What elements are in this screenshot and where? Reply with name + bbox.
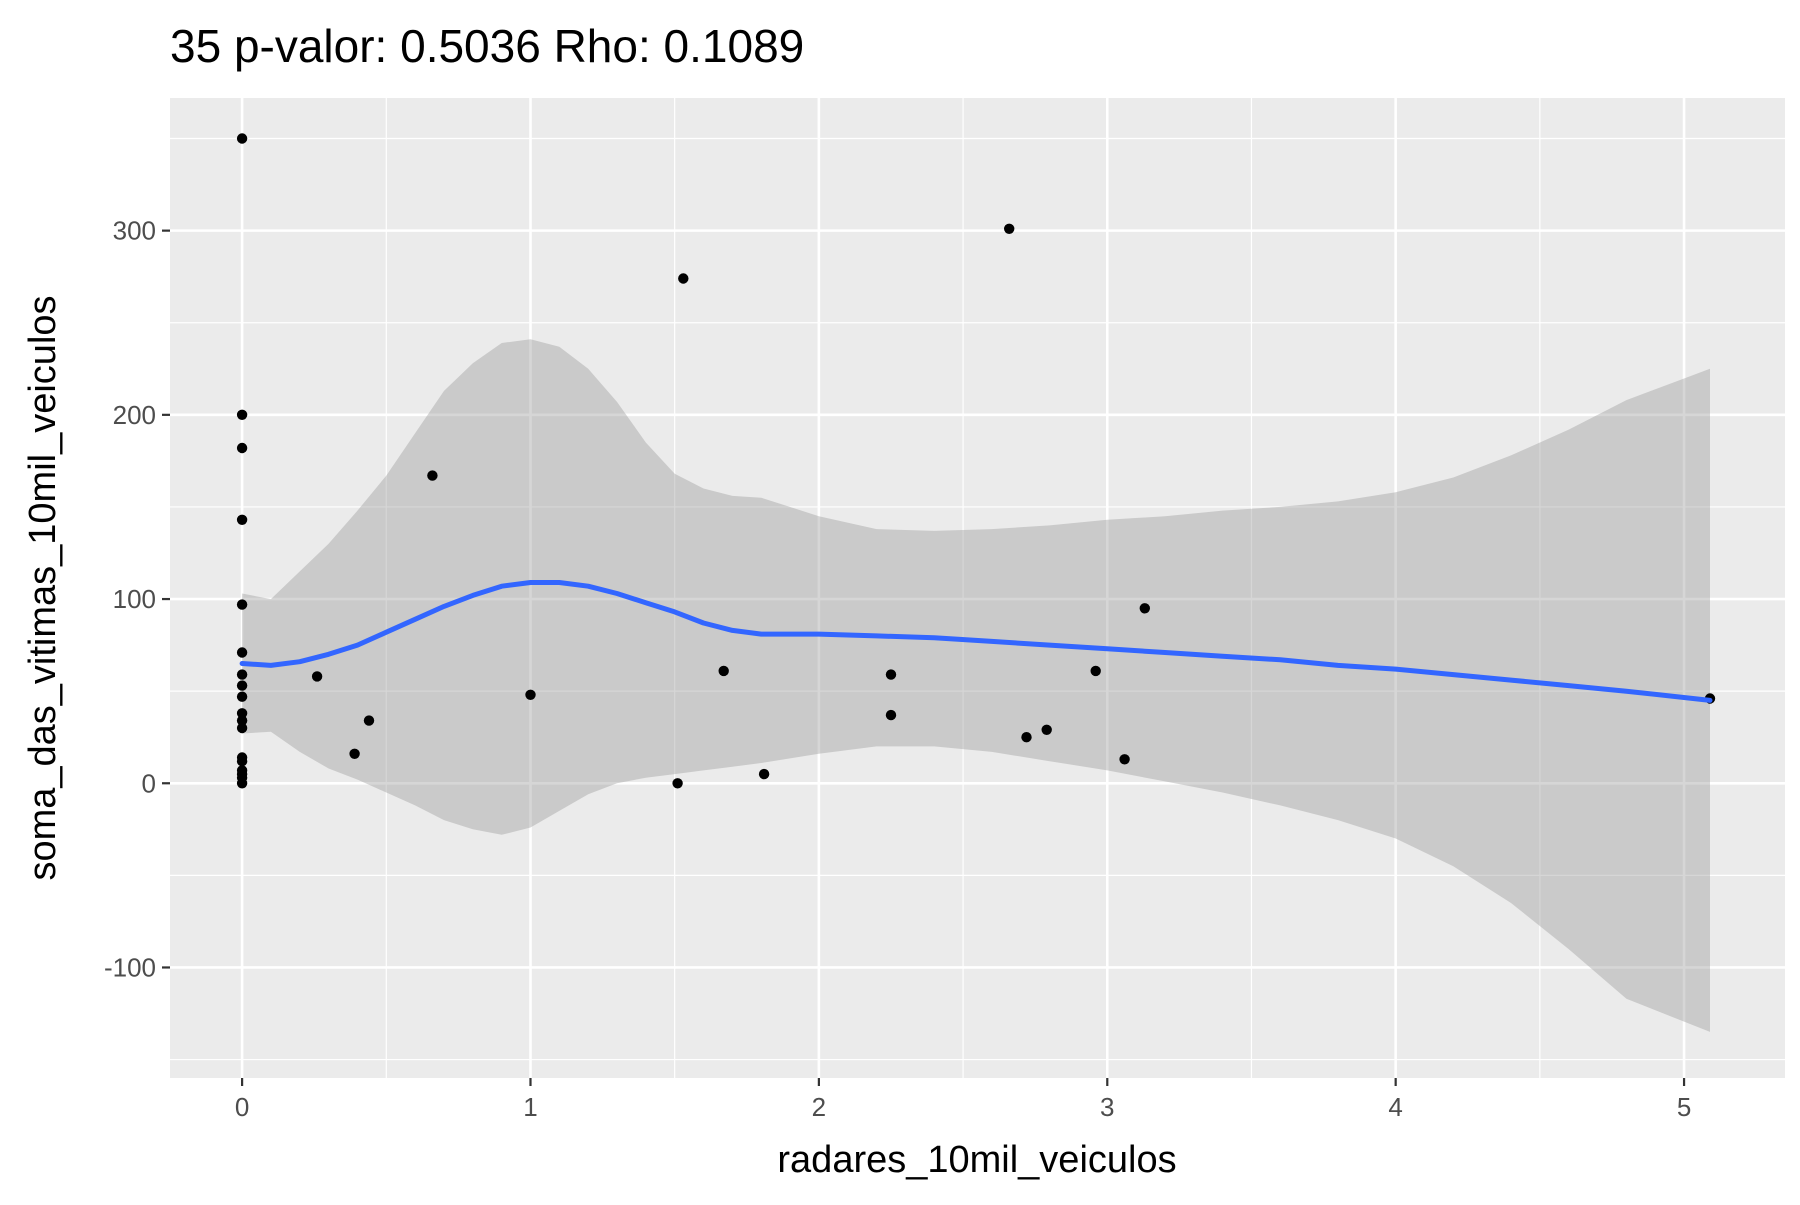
data-point bbox=[236, 691, 248, 702]
x-tick-label: 3 bbox=[1100, 1092, 1114, 1122]
data-point bbox=[1119, 754, 1130, 765]
data-point bbox=[236, 514, 248, 525]
data-point bbox=[885, 669, 897, 680]
data-point bbox=[363, 715, 375, 726]
x-axis-title: radares_10mil_veiculos bbox=[777, 1139, 1176, 1181]
y-tick-label: 100 bbox=[113, 584, 156, 614]
data-point bbox=[236, 599, 248, 610]
data-point bbox=[427, 470, 438, 481]
minor-gridlines bbox=[170, 98, 1785, 1078]
data-point bbox=[311, 671, 323, 682]
data-point bbox=[236, 715, 248, 726]
data-points bbox=[236, 133, 1716, 789]
data-point bbox=[236, 680, 248, 691]
smooth-line bbox=[239, 580, 1713, 703]
x-tick-label: 0 bbox=[235, 1092, 249, 1122]
data-point bbox=[1041, 724, 1052, 735]
data-point bbox=[758, 768, 770, 780]
data-point bbox=[1021, 732, 1032, 743]
data-point bbox=[718, 665, 729, 677]
confidence-band bbox=[242, 339, 1711, 1032]
data-point bbox=[672, 778, 683, 789]
data-point bbox=[236, 647, 248, 658]
plot-panel bbox=[170, 98, 1785, 1078]
data-point bbox=[236, 409, 248, 420]
major-gridlines bbox=[170, 98, 1785, 1078]
y-tick-label: 300 bbox=[113, 216, 156, 246]
plot-title: 35 p-valor: 0.5036 Rho: 0.1089 bbox=[170, 20, 804, 72]
y-axis-title: soma_das_vitimas_10mil_veiculos bbox=[22, 295, 64, 880]
x-tick-label: 1 bbox=[523, 1092, 537, 1122]
data-point bbox=[349, 748, 360, 759]
data-point bbox=[236, 442, 248, 454]
data-point bbox=[236, 708, 248, 719]
data-point bbox=[236, 778, 248, 789]
y-tick-label: 200 bbox=[113, 400, 156, 430]
data-point bbox=[1090, 665, 1101, 677]
x-tick-label: 5 bbox=[1677, 1092, 1691, 1122]
data-point bbox=[236, 756, 248, 767]
data-point bbox=[678, 273, 689, 284]
data-point bbox=[236, 133, 248, 144]
data-point bbox=[525, 689, 536, 700]
x-axis: 0 1 2 3 4 5 bbox=[235, 1078, 1691, 1122]
data-point bbox=[236, 722, 248, 734]
x-tick-label: 4 bbox=[1388, 1092, 1402, 1122]
smooth-line-layer bbox=[239, 580, 1713, 703]
y-tick-label: 0 bbox=[142, 768, 156, 798]
confidence-band-layer bbox=[242, 339, 1711, 1032]
y-axis: -100 0 100 200 300 bbox=[104, 216, 170, 982]
data-point bbox=[236, 669, 248, 680]
data-point bbox=[1004, 223, 1015, 234]
y-tick-label: -100 bbox=[104, 952, 156, 982]
data-point bbox=[1139, 603, 1151, 614]
x-tick-label: 2 bbox=[812, 1092, 826, 1122]
data-point bbox=[885, 709, 897, 721]
